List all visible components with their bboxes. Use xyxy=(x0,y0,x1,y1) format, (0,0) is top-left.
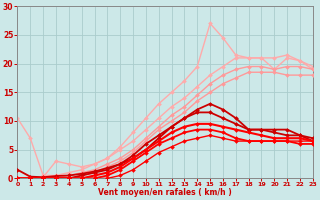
X-axis label: Vent moyen/en rafales ( km/h ): Vent moyen/en rafales ( km/h ) xyxy=(98,188,232,197)
